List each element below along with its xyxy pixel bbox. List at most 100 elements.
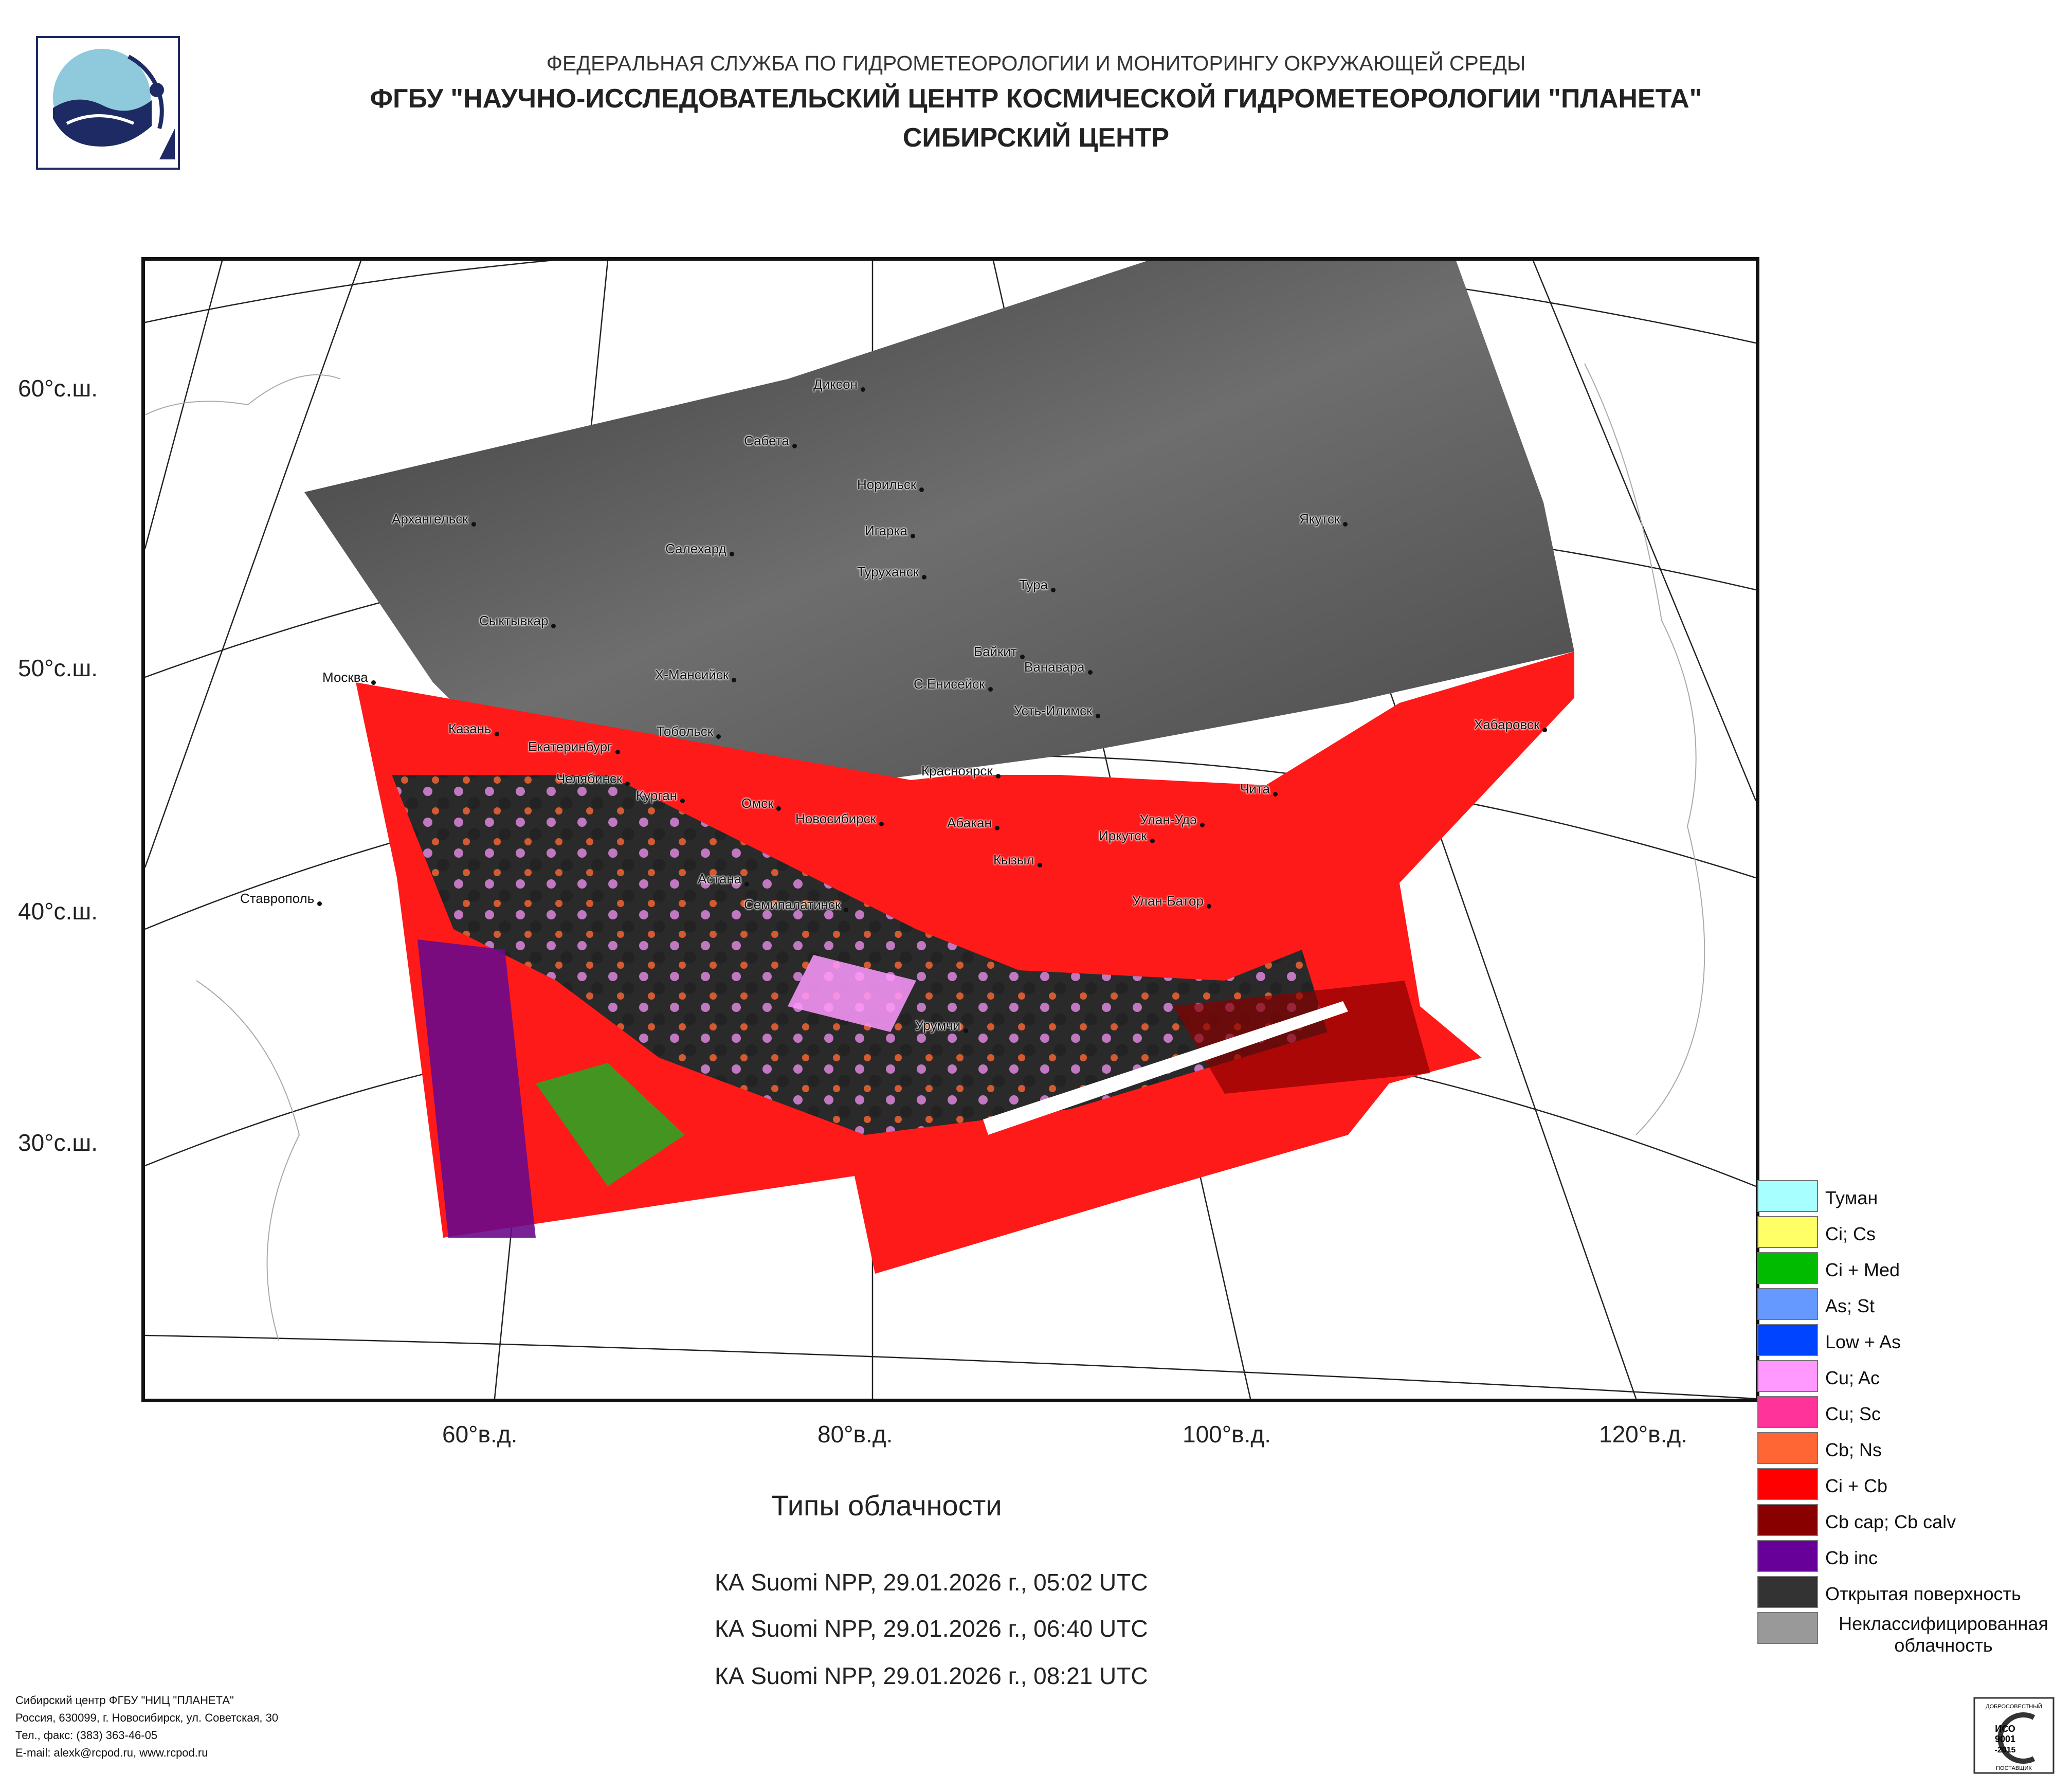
legend-label: Low + As: [1825, 1331, 1901, 1352]
city-label: Кызыл: [993, 852, 1042, 868]
city-label: Игарка: [865, 523, 915, 539]
lat-label-30: 30°с.ш.: [18, 1129, 98, 1156]
legend-label: Ci + Cb: [1825, 1475, 1888, 1496]
iso-number: 9001: [1995, 1734, 2015, 1744]
legend-swatch: [1757, 1216, 1818, 1248]
legend-label: Cb cap; Cb calv: [1825, 1511, 1956, 1532]
city-label: Тура: [1019, 577, 1056, 593]
legend-label: Туман: [1825, 1187, 1878, 1208]
legend-item: Туман: [1757, 1179, 2066, 1215]
city-label: Усть-Илимск: [1014, 703, 1100, 719]
city-label: Норильск: [857, 477, 924, 493]
legend-swatch: [1757, 1504, 1818, 1536]
legend-swatch: [1757, 1576, 1818, 1608]
legend-label: Cu; Sc: [1825, 1403, 1881, 1424]
legend-swatch: [1757, 1288, 1818, 1320]
legend-label: Ci + Med: [1825, 1259, 1900, 1280]
lat-label-60: 60°с.ш.: [18, 375, 98, 402]
footer-line: E-mail: alexk@rcpod.ru, www.rcpod.ru: [15, 1746, 208, 1759]
satellite-pass: КА Suomi NPP, 29.01.2026 г., 05:02 UTC: [715, 1569, 1148, 1596]
city-label: Сабета: [744, 433, 797, 449]
city-label: Ванавара: [1024, 659, 1093, 675]
footer-line: Тел., факс: (383) 363-46-05: [15, 1729, 158, 1742]
legend-swatch: [1757, 1324, 1818, 1356]
city-label: Семипалатинск: [744, 897, 848, 913]
iso-year: -2015: [1995, 1746, 2016, 1754]
legend-item: Cu; Ac: [1757, 1359, 2066, 1395]
iso-standard: ИСО: [1995, 1724, 2015, 1734]
city-label: Омск: [741, 795, 781, 811]
grayscale-swath: [304, 261, 1574, 795]
legend-item: Ci; Cs: [1757, 1215, 2066, 1251]
city-label: Хабаровск: [1474, 717, 1547, 733]
city-label: Байкит: [974, 644, 1025, 660]
legend-item: Неклассифицированная облачность: [1757, 1611, 2066, 1662]
city-label: Тобольск: [657, 723, 721, 739]
city-label: Москва: [322, 670, 376, 685]
iso-top-text: ДОБРОСОВЕСТНЫЙ: [1986, 1703, 2042, 1710]
legend-swatch: [1757, 1396, 1818, 1428]
satellite-pass: КА Suomi NPP, 29.01.2026 г., 06:40 UTC: [715, 1615, 1148, 1642]
legend-swatch: [1757, 1180, 1818, 1212]
legend-label: Открытая поверхность: [1825, 1583, 2021, 1604]
legend-swatch: [1757, 1540, 1818, 1572]
iso-bottom-text: ПОСТАВЩИК: [1996, 1765, 2032, 1771]
city-label: С.Енисейск: [914, 676, 993, 692]
legend-item: Ci + Cb: [1757, 1467, 2066, 1503]
city-label: Красноярск: [921, 763, 1001, 779]
city-label: Екатеринбург: [528, 739, 620, 755]
legend-swatch: [1757, 1360, 1818, 1392]
city-label: Салехард: [665, 541, 734, 557]
legend-label: Cb inc: [1825, 1547, 1878, 1568]
lat-label-40: 40°с.ш.: [18, 898, 98, 925]
city-label: Астана: [698, 871, 749, 887]
lon-label-80: 80°в.д.: [817, 1421, 893, 1448]
legend-item: Cb; Ns: [1757, 1431, 2066, 1467]
legend-title: Типы облачности: [771, 1489, 1002, 1522]
center-title: СИБИРСКИЙ ЦЕНТР: [902, 123, 1170, 153]
legend-label: Cu; Ac: [1825, 1367, 1880, 1388]
legend-item: Cb inc: [1757, 1539, 2066, 1575]
city-label: Новосибирск: [795, 811, 884, 827]
city-label: Архангельск: [392, 511, 476, 527]
legend-label: Ci; Cs: [1825, 1223, 1876, 1244]
planeta-logo-icon: [36, 36, 180, 170]
lon-label-100: 100°в.д.: [1183, 1421, 1271, 1448]
city-label: Ставрополь: [240, 891, 322, 907]
legend-item: Low + As: [1757, 1323, 2066, 1359]
lon-label-120: 120°в.д.: [1599, 1421, 1687, 1448]
legend-item: Открытая поверхность: [1757, 1575, 2066, 1611]
legend-label: As; St: [1825, 1295, 1875, 1316]
legend-swatch: [1757, 1612, 1818, 1644]
satellite-cloud-map: Диксон Сабета Норильск Архангельск Игарк…: [141, 257, 1759, 1402]
city-label: Курган: [636, 788, 685, 804]
legend-item: Cu; Sc: [1757, 1395, 2066, 1431]
legend-label: Cb; Ns: [1825, 1439, 1882, 1460]
legend-swatch: [1757, 1432, 1818, 1464]
lat-label-50: 50°с.ш.: [18, 655, 98, 681]
city-label: Чита: [1240, 781, 1278, 797]
legend-item: Cb cap; Cb calv: [1757, 1503, 2066, 1539]
city-label: Челябинск: [556, 771, 630, 787]
city-label: Сыктывкар: [479, 613, 556, 629]
satellite-pass: КА Suomi NPP, 29.01.2026 г., 08:21 UTC: [715, 1662, 1148, 1689]
city-label: Улан-Удэ: [1140, 812, 1205, 828]
city-label: Урумчи: [915, 1018, 968, 1034]
city-label: Улан-Батор: [1132, 893, 1211, 909]
legend-label: Неклассифицированная облачность: [1839, 1613, 2048, 1656]
legend-swatch: [1757, 1252, 1818, 1284]
city-label: Казань: [448, 721, 499, 737]
organization-title: ФГБУ "НАУЧНО-ИССЛЕДОВАТЕЛЬСКИЙ ЦЕНТР КОС…: [370, 84, 1702, 114]
legend-item: Ci + Med: [1757, 1251, 2066, 1287]
footer-line: Россия, 630099, г. Новосибирск, ул. Сове…: [15, 1711, 279, 1724]
lon-label-60: 60°в.д.: [442, 1421, 518, 1448]
cloud-type-legend: Туман Ci; Cs Ci + Med As; St Low + As Cu; Ac C…: [1757, 1179, 2066, 1662]
footer-contacts: Сибирский центр ФГБУ "НИЦ "ПЛАНЕТА" Росс…: [15, 1692, 278, 1762]
city-label: Якутск: [1299, 511, 1348, 527]
city-label: Х-Мансийск: [655, 667, 736, 683]
iso-certification-badge: ДОБРОСОВЕСТНЫЙ ИСО 9001 -2015 ПОСТАВЩИК: [1973, 1697, 2055, 1774]
legend-item: As; St: [1757, 1287, 2066, 1323]
legend-swatch: [1757, 1468, 1818, 1500]
city-label: Туруханск: [857, 564, 926, 580]
map-image: [145, 261, 1756, 1399]
